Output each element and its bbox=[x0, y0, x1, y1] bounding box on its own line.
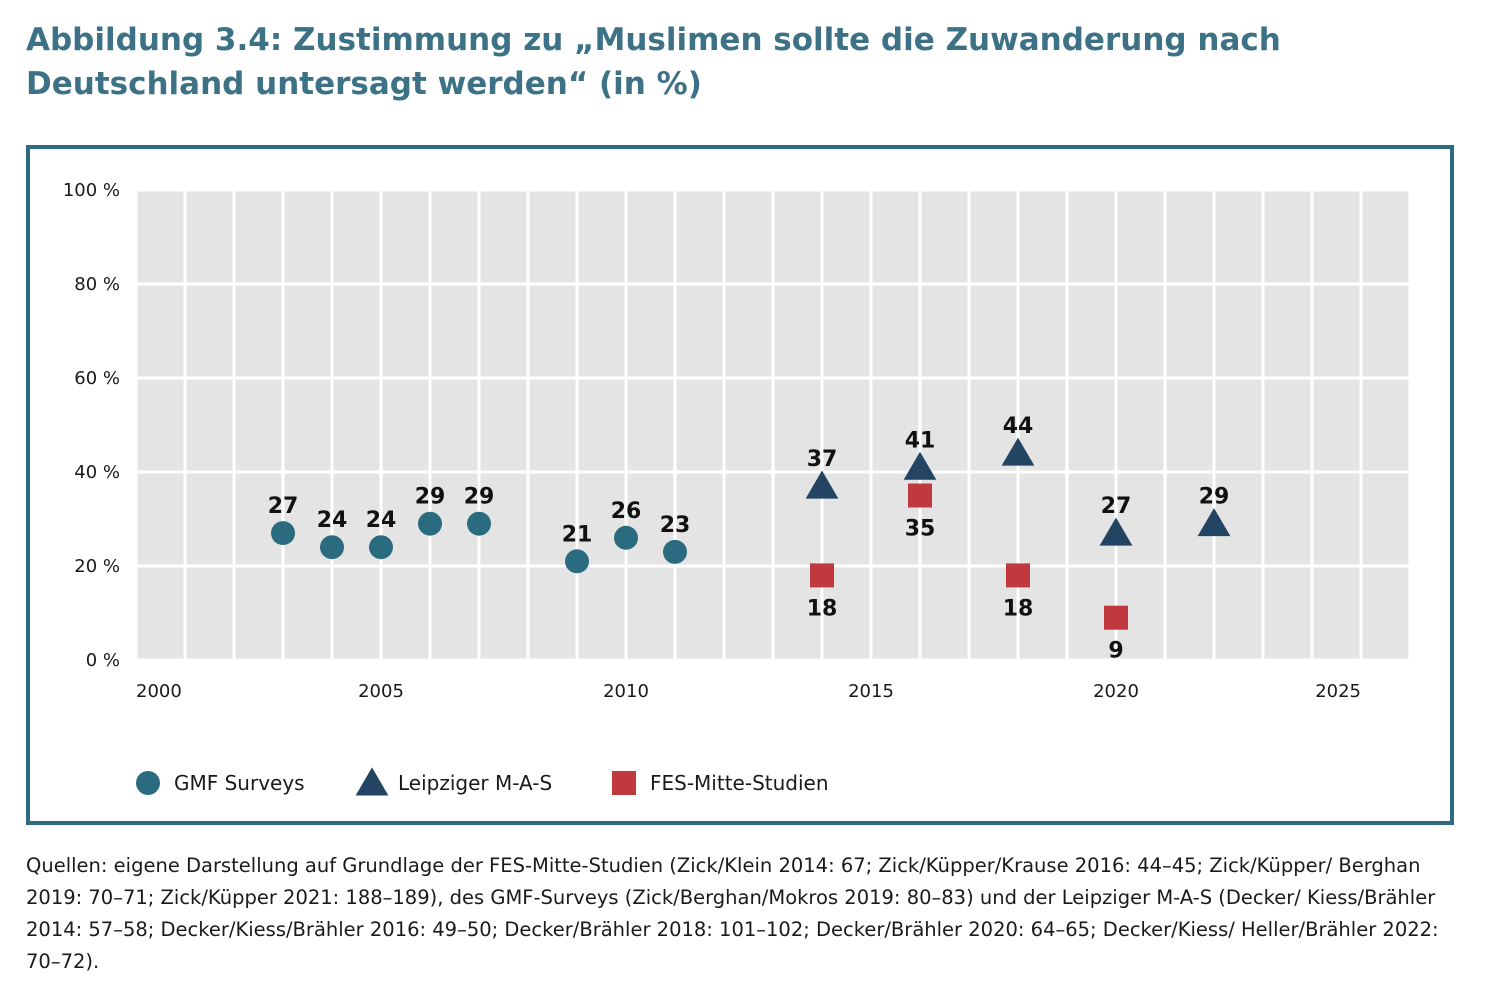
gmf-surveys-point bbox=[614, 525, 638, 550]
chart-svg: 0 % 20 % 40 % 60 % 80 % 100 % 2000 2005 2010 2015… bbox=[63, 180, 1412, 796]
y-tick-label: 80 % bbox=[74, 274, 120, 295]
grid-layer bbox=[134, 188, 1412, 662]
gmf-surveys-point bbox=[369, 535, 393, 560]
fes-mitte-studien-point bbox=[1006, 563, 1030, 588]
legend-label-leipziger-m-a-s: Leipziger M-A-S bbox=[398, 771, 552, 795]
x-tick-label: 2010 bbox=[603, 681, 649, 702]
y-tick-label: 40 % bbox=[74, 462, 120, 483]
gmf-surveys-data-label: 27 bbox=[268, 494, 299, 519]
gmf-surveys-data-label: 24 bbox=[366, 508, 397, 533]
gmf-surveys-data-label: 23 bbox=[660, 513, 691, 538]
gmf-surveys-point bbox=[320, 535, 344, 560]
y-tick-label: 20 % bbox=[74, 556, 120, 577]
figure-title: Abbildung 3.4: Zustimmung zu „Muslimen s… bbox=[26, 22, 1281, 102]
gmf-surveys-point bbox=[271, 521, 295, 546]
gmf-surveys-data-label: 24 bbox=[317, 508, 348, 533]
leipziger-m-a-s-data-label: 37 bbox=[807, 447, 838, 472]
legend-marker-leipziger-m-a-s bbox=[355, 767, 389, 796]
leipziger-m-a-s-point bbox=[1099, 517, 1133, 546]
x-tick-label: 2025 bbox=[1315, 681, 1361, 702]
legend-label-gmf-surveys: GMF Surveys bbox=[174, 771, 305, 795]
leipziger-m-a-s-point bbox=[1001, 437, 1035, 466]
fes-mitte-studien-data-label: 35 bbox=[905, 517, 936, 542]
leipziger-m-a-s-data-label: 29 bbox=[1199, 485, 1230, 510]
chart-frame: 0 % 20 % 40 % 60 % 80 % 100 % 2000 2005 2010 2015… bbox=[26, 145, 1454, 825]
gmf-surveys-data-label: 29 bbox=[415, 485, 446, 510]
x-tick-label: 2005 bbox=[358, 681, 404, 702]
fes-mitte-studien-point bbox=[810, 563, 834, 588]
leipziger-m-a-s-point bbox=[1197, 508, 1231, 537]
data-marks: 27 24 24 29 29 21 26 23 37 41 44 27 29 18 35 18 9 bbox=[268, 414, 1231, 664]
gmf-surveys-point bbox=[467, 511, 491, 536]
leipziger-m-a-s-data-label: 27 bbox=[1101, 494, 1132, 519]
legend: GMF Surveys Leipziger M-A-S FES-Mitte-Stud… bbox=[136, 767, 829, 796]
gmf-surveys-point bbox=[565, 549, 589, 574]
fes-mitte-studien-point bbox=[908, 483, 932, 508]
gmf-surveys-point bbox=[663, 539, 687, 564]
gmf-surveys-point bbox=[418, 511, 442, 536]
x-tick-label: 2015 bbox=[848, 681, 894, 702]
axis-labels: 0 % 20 % 40 % 60 % 80 % 100 % 2000 2005 2010 2015… bbox=[63, 180, 1361, 702]
gmf-surveys-data-label: 21 bbox=[562, 522, 593, 547]
leipziger-m-a-s-point bbox=[805, 470, 839, 499]
y-tick-label: 0 % bbox=[86, 650, 120, 671]
gmf-surveys-data-label: 29 bbox=[464, 485, 495, 510]
leipziger-m-a-s-data-label: 44 bbox=[1003, 414, 1034, 439]
x-tick-label: 2000 bbox=[136, 681, 182, 702]
gmf-surveys-data-label: 26 bbox=[611, 499, 642, 524]
legend-marker-fes-mitte-studien bbox=[612, 771, 636, 795]
y-tick-label: 60 % bbox=[74, 368, 120, 389]
fes-mitte-studien-data-label: 9 bbox=[1108, 639, 1123, 664]
fes-mitte-studien-data-label: 18 bbox=[1003, 596, 1034, 621]
sources-note: Quellen: eigene Darstellung auf Grundlag… bbox=[26, 854, 1439, 973]
leipziger-m-a-s-point bbox=[903, 451, 937, 480]
y-tick-label: 100 % bbox=[63, 180, 120, 201]
fes-mitte-studien-point bbox=[1104, 605, 1128, 630]
leipziger-m-a-s-data-label: 41 bbox=[905, 428, 936, 453]
x-tick-label: 2020 bbox=[1093, 681, 1139, 702]
legend-label-fes-mitte-studien: FES-Mitte-Studien bbox=[650, 771, 829, 795]
fes-mitte-studien-data-label: 18 bbox=[807, 596, 838, 621]
legend-marker-gmf-surveys bbox=[136, 771, 160, 795]
